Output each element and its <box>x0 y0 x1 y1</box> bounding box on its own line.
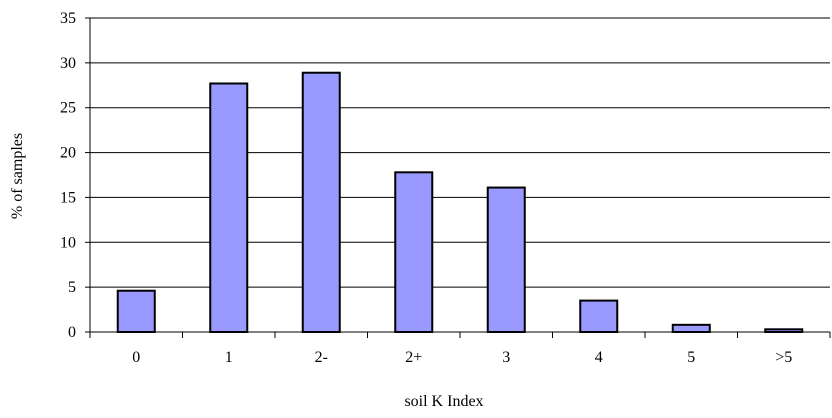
y-tick-label: 30 <box>60 55 76 72</box>
x-tick-label: 1 <box>225 349 233 366</box>
x-tick-label: 0 <box>132 349 140 366</box>
x-tick-label: 4 <box>595 349 603 366</box>
y-axis-label: % of samples <box>9 133 26 219</box>
bar-1 <box>209 82 249 334</box>
x-axis-label: soil K Index <box>404 393 483 410</box>
x-tick-label: >5 <box>775 349 792 366</box>
x-tick-label: 2- <box>315 349 328 366</box>
bar-5 <box>671 323 711 333</box>
y-tick-labels: 0 5 10 15 20 25 30 35 <box>60 10 76 341</box>
x-tick-labels: 0 1 2- 2+ 3 4 5 >5 <box>132 349 792 366</box>
bar-2+ <box>394 171 434 333</box>
axes <box>85 17 831 338</box>
y-tick-label: 15 <box>60 189 76 206</box>
bar-3 <box>486 186 526 333</box>
bars <box>116 71 804 334</box>
y-tick-label: 5 <box>68 279 76 296</box>
y-tick-label: 35 <box>60 10 76 27</box>
bar-4 <box>579 299 619 334</box>
x-tick-label: 2+ <box>405 349 422 366</box>
bar-2- <box>301 71 341 334</box>
x-tick-label: 3 <box>502 349 510 366</box>
x-tick-label: 5 <box>687 349 695 366</box>
gridlines <box>90 17 830 288</box>
y-tick-label: 0 <box>68 324 76 341</box>
y-tick-label: 20 <box>60 145 76 162</box>
y-tick-label: 25 <box>60 100 76 117</box>
y-tick-label: 10 <box>60 234 76 251</box>
bar-0 <box>116 289 156 333</box>
